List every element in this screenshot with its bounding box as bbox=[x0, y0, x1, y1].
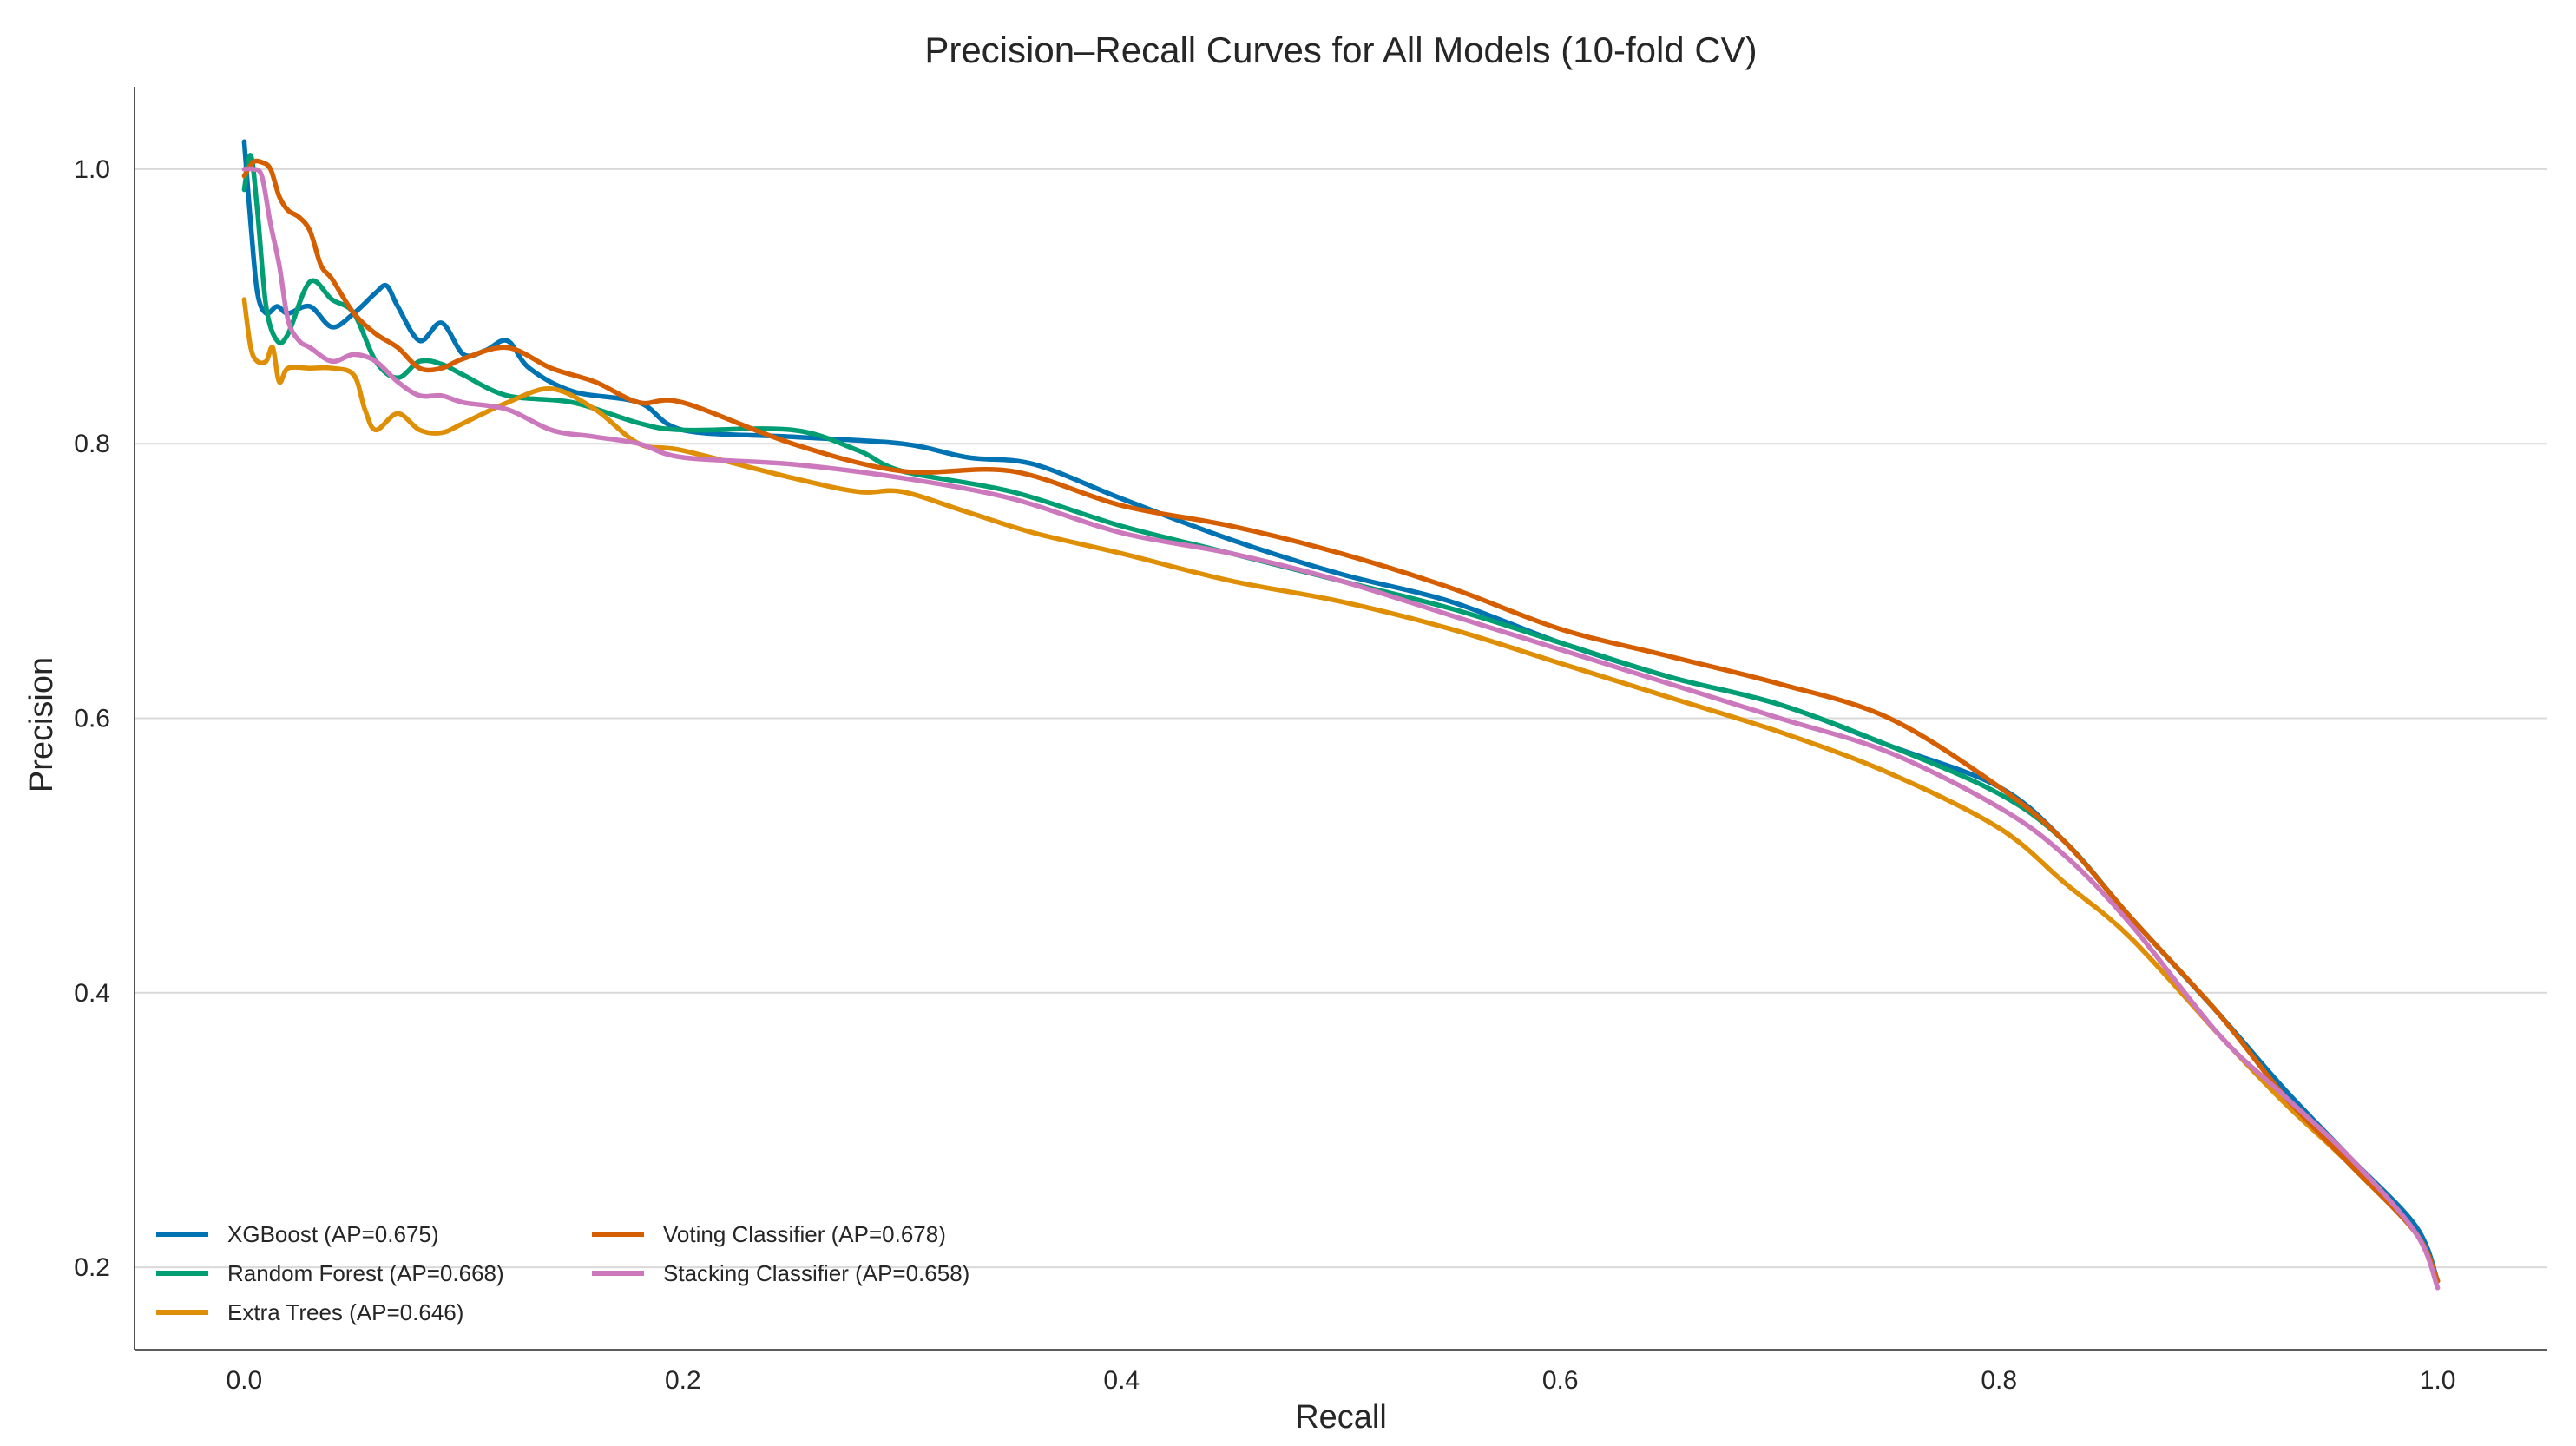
x-tick-label: 0.4 bbox=[1103, 1366, 1140, 1395]
x-tick-label: 0.0 bbox=[227, 1366, 263, 1395]
chart-title: Precision–Recall Curves for All Models (… bbox=[924, 30, 1757, 70]
y-tick-label: 1.0 bbox=[74, 155, 110, 184]
grid-lines bbox=[135, 168, 2547, 1269]
y-tick-label: 0.8 bbox=[74, 430, 110, 458]
x-axis-label: Recall bbox=[1295, 1399, 1387, 1436]
series-line-3 bbox=[241, 158, 2441, 1284]
y-tick-label: 0.2 bbox=[74, 1253, 110, 1282]
x-tick-label: 0.8 bbox=[1981, 1366, 2017, 1395]
legend: XGBoost (AP=0.675) Random Forest (AP=0.66… bbox=[156, 1221, 969, 1325]
series-lines bbox=[241, 139, 2441, 1291]
legend-label-2: Extra Trees (AP=0.646) bbox=[227, 1299, 463, 1325]
x-tick-label: 0.6 bbox=[1542, 1366, 1579, 1395]
legend-label-4: Stacking Classifier (AP=0.658) bbox=[663, 1260, 969, 1286]
y-tick-label: 0.6 bbox=[74, 705, 110, 733]
y-tick-label: 0.4 bbox=[74, 979, 110, 1008]
legend-label-3: Voting Classifier (AP=0.678) bbox=[663, 1221, 946, 1247]
x-tick-labels: 0.0 0.2 0.4 0.6 0.8 1.0 bbox=[227, 1366, 2456, 1395]
y-axis-label: Precision bbox=[23, 657, 60, 792]
legend-label-0: XGBoost (AP=0.675) bbox=[227, 1221, 439, 1247]
x-tick-label: 1.0 bbox=[2420, 1366, 2456, 1395]
axis-spines bbox=[134, 87, 2547, 1351]
x-tick-label: 0.2 bbox=[665, 1366, 701, 1395]
y-tick-labels: 0.2 0.4 0.6 0.8 1.0 bbox=[74, 155, 110, 1282]
series-line-4 bbox=[241, 166, 2441, 1291]
legend-label-1: Random Forest (AP=0.668) bbox=[227, 1260, 504, 1286]
series-line-2 bbox=[241, 297, 2441, 1284]
